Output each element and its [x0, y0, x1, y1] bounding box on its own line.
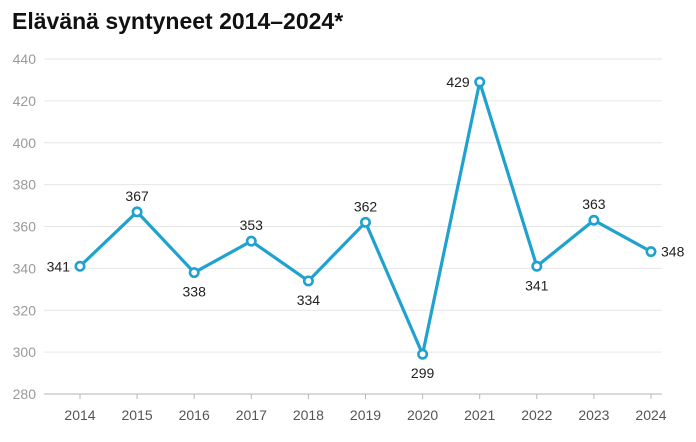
data-point — [474, 76, 486, 88]
x-tick-label: 2018 — [293, 407, 324, 423]
data-label: 299 — [411, 365, 435, 381]
y-tick-label: 420 — [13, 93, 37, 109]
data-label: 338 — [183, 284, 207, 300]
x-tick-label: 2017 — [236, 407, 267, 423]
data-point — [302, 275, 314, 287]
y-tick-label: 360 — [13, 219, 37, 235]
data-point — [417, 348, 429, 360]
x-tick-label: 2024 — [635, 407, 666, 423]
data-point — [131, 206, 143, 218]
data-label: 363 — [582, 196, 606, 212]
y-tick-label: 380 — [13, 177, 37, 193]
y-tick-label: 320 — [13, 302, 37, 318]
data-label: 353 — [240, 217, 264, 233]
x-axis: 2014 2015 2016 2017 2018 2019 2020 2021 2022 2023… — [64, 394, 667, 423]
x-tick-label: 2016 — [179, 407, 210, 423]
data-point — [645, 246, 657, 258]
gridlines — [44, 58, 662, 395]
data-label: 341 — [525, 277, 549, 293]
y-tick-label: 340 — [13, 260, 37, 276]
data-point — [359, 216, 371, 228]
x-tick-label: 2021 — [464, 407, 495, 423]
data-label: 334 — [297, 292, 321, 308]
data-label: 341 — [47, 258, 71, 274]
x-tick-label: 2022 — [521, 407, 552, 423]
data-points — [74, 76, 657, 360]
data-point — [188, 267, 200, 279]
data-point — [245, 235, 257, 247]
data-point — [531, 260, 543, 272]
data-label: 362 — [354, 198, 378, 214]
x-tick-label: 2020 — [407, 407, 438, 423]
data-labels: 341 367 338 353 334 362 299 429 341 363 348 — [47, 74, 685, 381]
x-tick-label: 2014 — [64, 407, 95, 423]
y-tick-label: 400 — [13, 135, 37, 151]
data-label: 429 — [446, 74, 470, 90]
x-tick-label: 2023 — [578, 407, 609, 423]
y-axis: 280 300 320 340 360 380 400 420 440 — [13, 51, 37, 402]
x-tick-label: 2019 — [350, 407, 381, 423]
y-tick-label: 280 — [13, 386, 37, 402]
data-label: 348 — [661, 244, 685, 260]
y-tick-label: 300 — [13, 344, 37, 360]
chart-title: Elävänä syntyneet 2014–2024* — [12, 8, 344, 34]
data-point — [74, 260, 86, 272]
x-tick-label: 2015 — [122, 407, 153, 423]
y-tick-label: 440 — [13, 51, 37, 67]
data-label: 367 — [125, 188, 149, 204]
data-point — [588, 214, 600, 226]
